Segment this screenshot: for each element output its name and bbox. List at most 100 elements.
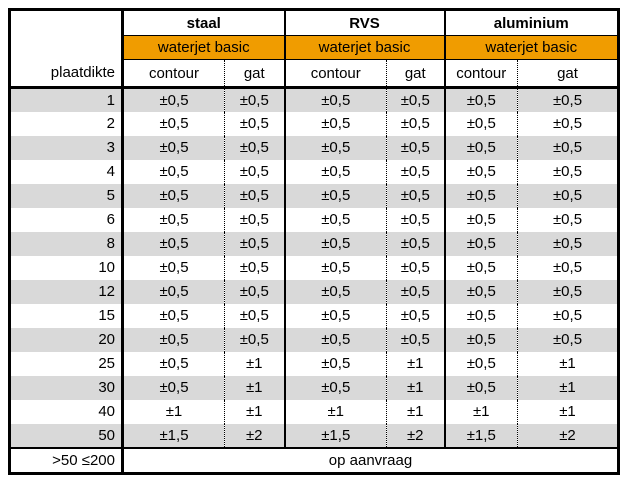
thickness-cell: 6 (9, 207, 124, 232)
tolerance-value-cell: ±0,5 (121, 327, 225, 352)
tolerance-value-cell: ±0,5 (386, 183, 445, 208)
tolerance-value-cell: ±0,5 (224, 279, 285, 304)
thickness-cell: 1 (9, 87, 124, 112)
tolerance-value-cell: ±1 (517, 399, 619, 424)
tolerance-value-cell: ±0,5 (224, 207, 285, 232)
column-header-staal-contour: contour (121, 59, 225, 89)
tolerance-value-cell: ±0,5 (517, 135, 619, 160)
tolerance-value-cell: ±0,5 (121, 135, 225, 160)
table-row: 12 ±0,5 ±0,5 ±0,5 ±0,5 ±0,5 ±0,5 (9, 279, 619, 304)
tolerance-value-cell: ±1 (224, 375, 285, 400)
tolerance-value-cell: ±0,5 (224, 135, 285, 160)
tolerance-value-cell: ±0,5 (224, 303, 285, 328)
tolerance-value-cell: ±0,5 (121, 231, 225, 256)
tolerance-value-cell: ±0,5 (224, 183, 285, 208)
table-row: 10 ±0,5 ±0,5 ±0,5 ±0,5 ±0,5 ±0,5 (9, 255, 619, 280)
thickness-cell: 20 (9, 327, 124, 352)
tolerance-value-cell: ±0,5 (386, 87, 445, 112)
tolerance-value-cell: ±1 (224, 351, 285, 376)
tolerance-value-cell: ±1 (224, 399, 285, 424)
tolerance-value-cell: ±0,5 (283, 351, 387, 376)
tolerance-value-cell: ±0,5 (517, 231, 619, 256)
thickness-cell: 40 (9, 399, 124, 424)
tolerance-value-cell: ±2 (386, 423, 445, 448)
tolerance-value-cell: ±0,5 (224, 255, 285, 280)
tolerance-value-cell: ±0,5 (517, 207, 619, 232)
tolerance-value-cell: ±0,5 (386, 135, 445, 160)
table-row: 20 ±0,5 ±0,5 ±0,5 ±0,5 ±0,5 ±0,5 (9, 327, 619, 352)
tolerance-value-cell: ±0,5 (443, 351, 518, 376)
thickness-cell: >50 ≤200 (9, 446, 124, 474)
table-row: 4 ±0,5 ±0,5 ±0,5 ±0,5 ±0,5 ±0,5 (9, 159, 619, 184)
tolerance-value-cell: ±1 (386, 399, 445, 424)
thickness-cell: 2 (9, 111, 124, 136)
tolerance-value-cell: ±0,5 (283, 159, 387, 184)
table-row: 50 ±1,5 ±2 ±1,5 ±2 ±1,5 ±2 (9, 423, 619, 448)
tolerance-value-cell: ±0,5 (224, 327, 285, 352)
tolerance-value-cell: ±1 (443, 399, 518, 424)
material-header-rvs: RVS (283, 9, 445, 36)
tolerance-value-cell: ±0,5 (121, 351, 225, 376)
thickness-cell: 50 (9, 423, 124, 448)
tolerance-value-cell: ±0,5 (386, 279, 445, 304)
tolerance-value-cell: ±0,5 (517, 87, 619, 112)
tolerance-value-cell: ±0,5 (283, 87, 387, 112)
on-request-cell: op aanvraag (122, 446, 619, 474)
material-header-staal: staal (121, 9, 285, 36)
tolerance-value-cell: ±0,5 (283, 135, 387, 160)
thickness-header: plaatdikte (9, 59, 124, 89)
table-body: 1 ±0,5 ±0,5 ±0,5 ±0,5 ±0,5 ±0,5 2 ±0,5 ±0,5 ±0,5 ±0… (9, 87, 619, 474)
tolerance-value-cell: ±0,5 (283, 327, 387, 352)
tolerance-value-cell: ±0,5 (443, 255, 518, 280)
table-row: 6 ±0,5 ±0,5 ±0,5 ±0,5 ±0,5 ±0,5 (9, 207, 619, 232)
tolerance-table-wrap: staal RVS aluminium waterjet basic water… (8, 8, 620, 475)
tolerance-value-cell: ±0,5 (121, 111, 225, 136)
thickness-cell: 8 (9, 231, 124, 256)
table-row: 1 ±0,5 ±0,5 ±0,5 ±0,5 ±0,5 ±0,5 (9, 87, 619, 112)
tolerance-value-cell: ±0,5 (283, 303, 387, 328)
table-row: 5 ±0,5 ±0,5 ±0,5 ±0,5 ±0,5 ±0,5 (9, 183, 619, 208)
tolerance-value-cell: ±0,5 (283, 111, 387, 136)
table-row: 8 ±0,5 ±0,5 ±0,5 ±0,5 ±0,5 ±0,5 (9, 231, 619, 256)
thickness-cell: 4 (9, 159, 124, 184)
tolerance-value-cell: ±0,5 (121, 87, 225, 112)
tolerance-value-cell: ±1 (386, 351, 445, 376)
tolerance-value-cell: ±0,5 (517, 279, 619, 304)
column-header-rvs-contour: contour (283, 59, 387, 89)
tolerance-value-cell: ±0,5 (443, 327, 518, 352)
tolerance-value-cell: ±0,5 (443, 303, 518, 328)
column-header-aluminium-gat: gat (517, 59, 619, 89)
tolerance-value-cell: ±0,5 (121, 375, 225, 400)
tolerance-value-cell: ±1,5 (121, 423, 225, 448)
tolerance-value-cell: ±0,5 (121, 159, 225, 184)
tolerance-value-cell: ±0,5 (443, 183, 518, 208)
tolerance-value-cell: ±1 (283, 399, 387, 424)
table-row: 40 ±1 ±1 ±1 ±1 ±1 ±1 (9, 399, 619, 424)
tolerance-value-cell: ±0,5 (224, 159, 285, 184)
tolerance-value-cell: ±0,5 (386, 327, 445, 352)
tolerance-value-cell: ±0,5 (517, 255, 619, 280)
thickness-cell: 15 (9, 303, 124, 328)
tolerance-value-cell: ±0,5 (283, 207, 387, 232)
tolerance-value-cell: ±0,5 (443, 159, 518, 184)
tolerance-value-cell: ±0,5 (283, 183, 387, 208)
tolerance-value-cell: ±0,5 (443, 87, 518, 112)
process-header-rvs: waterjet basic (283, 35, 445, 60)
tolerance-value-cell: ±0,5 (386, 111, 445, 136)
tolerance-value-cell: ±0,5 (224, 231, 285, 256)
tolerance-value-cell: ±0,5 (517, 183, 619, 208)
thickness-cell: 30 (9, 375, 124, 400)
tolerance-value-cell: ±0,5 (517, 159, 619, 184)
tolerance-value-cell: ±1 (386, 375, 445, 400)
tolerance-value-cell: ±1 (517, 375, 619, 400)
tolerance-value-cell: ±0,5 (224, 111, 285, 136)
tolerance-value-cell: ±0,5 (121, 207, 225, 232)
tolerance-value-cell: ±0,5 (386, 231, 445, 256)
tolerance-value-cell: ±0,5 (443, 375, 518, 400)
tolerance-value-cell: ±0,5 (443, 279, 518, 304)
column-header-rvs-gat: gat (386, 59, 445, 89)
tolerance-value-cell: ±1,5 (283, 423, 387, 448)
corner-cell (9, 9, 124, 60)
tolerance-value-cell: ±2 (517, 423, 619, 448)
tolerance-value-cell: ±0,5 (517, 303, 619, 328)
